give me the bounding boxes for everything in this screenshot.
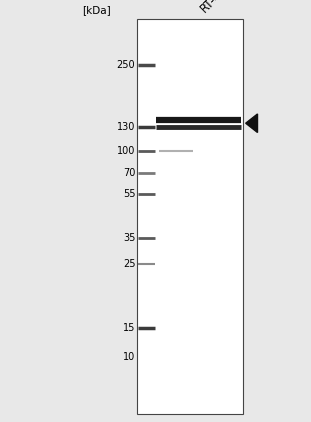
Text: RT-4: RT-4 <box>197 0 225 15</box>
Text: [kDa]: [kDa] <box>82 5 110 15</box>
Text: 35: 35 <box>123 233 135 243</box>
Text: 100: 100 <box>117 146 135 156</box>
Text: 250: 250 <box>117 60 135 70</box>
Text: 10: 10 <box>123 352 135 362</box>
Text: 15: 15 <box>123 323 135 333</box>
Bar <box>137 19 243 414</box>
Text: 130: 130 <box>117 122 135 132</box>
Text: 55: 55 <box>123 189 135 199</box>
Text: 70: 70 <box>123 168 135 178</box>
Polygon shape <box>246 114 258 133</box>
Text: 25: 25 <box>123 259 135 269</box>
